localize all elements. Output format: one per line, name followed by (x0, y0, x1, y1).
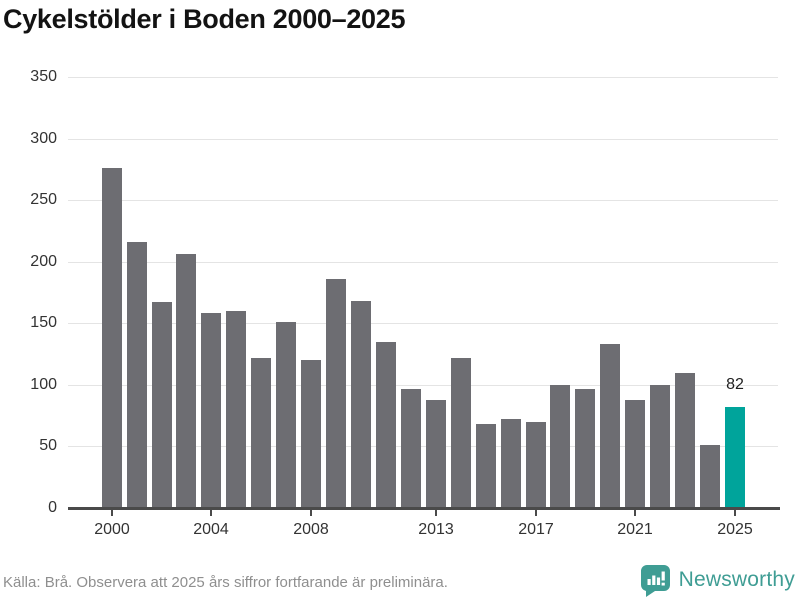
x-tick-2004 (210, 510, 212, 516)
bar-2013 (426, 400, 446, 508)
y-axis-label-150: 150 (30, 314, 57, 331)
y-axis-label-100: 100 (30, 376, 57, 393)
gridline-150 (68, 323, 778, 324)
x-tick-2021 (634, 510, 636, 516)
gridline-50 (68, 446, 778, 447)
newsworthy-logo: Newsworthy (639, 562, 795, 598)
bar-2009 (326, 279, 346, 508)
source-note: Källa: Brå. Observera att 2025 års siffr… (3, 574, 448, 591)
bar-2023 (675, 373, 695, 508)
x-axis-line (68, 507, 780, 510)
y-axis-label-0: 0 (48, 499, 57, 516)
bar-2010 (351, 301, 371, 508)
y-axis-label-200: 200 (30, 253, 57, 270)
x-tick-2017 (535, 510, 537, 516)
chart-title: Cykelstölder i Boden 2000–2025 (3, 4, 406, 34)
x-tick-2008 (310, 510, 312, 516)
x-axis-label-2008: 2008 (293, 521, 329, 538)
x-tick-2025 (734, 510, 736, 516)
bar-2008 (301, 360, 321, 508)
bar-value-label: 82 (726, 376, 744, 393)
gridline-250 (68, 200, 778, 201)
brand-name: Newsworthy (678, 568, 795, 591)
bar-2017 (526, 422, 546, 508)
bar-2007 (276, 322, 296, 508)
bar-2022 (650, 385, 670, 508)
x-tick-2013 (435, 510, 437, 516)
bar-2021 (625, 400, 645, 508)
bar-2001 (127, 242, 147, 508)
bar-2018 (550, 385, 570, 508)
bar-2000 (102, 168, 122, 508)
x-axis-label-2025: 2025 (717, 521, 753, 538)
x-axis-label-2021: 2021 (617, 521, 653, 538)
bar-2016 (501, 419, 521, 508)
bar-2012 (401, 389, 421, 508)
bar-2006 (251, 358, 271, 508)
newsworthy-bubble-chart-icon (639, 563, 672, 597)
x-axis-label-2013: 2013 (418, 521, 454, 538)
bar-2004 (201, 313, 221, 508)
bar-2003 (176, 254, 196, 508)
gridline-350 (68, 77, 778, 78)
bar-2024 (700, 445, 720, 508)
bar-2005 (226, 311, 246, 508)
gridline-300 (68, 139, 778, 140)
bar-2002 (152, 302, 172, 508)
y-axis-label-250: 250 (30, 191, 57, 208)
gridline-200 (68, 262, 778, 263)
bar-2015 (476, 424, 496, 508)
y-axis-label-350: 350 (30, 68, 57, 85)
bar-2025 (725, 407, 745, 508)
bar-2019 (575, 389, 595, 508)
bar-2011 (376, 342, 396, 508)
y-axis-label-50: 50 (39, 437, 57, 454)
x-axis-label-2017: 2017 (518, 521, 554, 538)
bar-2020 (600, 344, 620, 508)
x-axis-label-2004: 2004 (193, 521, 229, 538)
x-axis-label-2000: 2000 (94, 521, 130, 538)
bar-2014 (451, 358, 471, 508)
gridline-100 (68, 385, 778, 386)
x-tick-2000 (111, 510, 113, 516)
y-axis-label-300: 300 (30, 130, 57, 147)
